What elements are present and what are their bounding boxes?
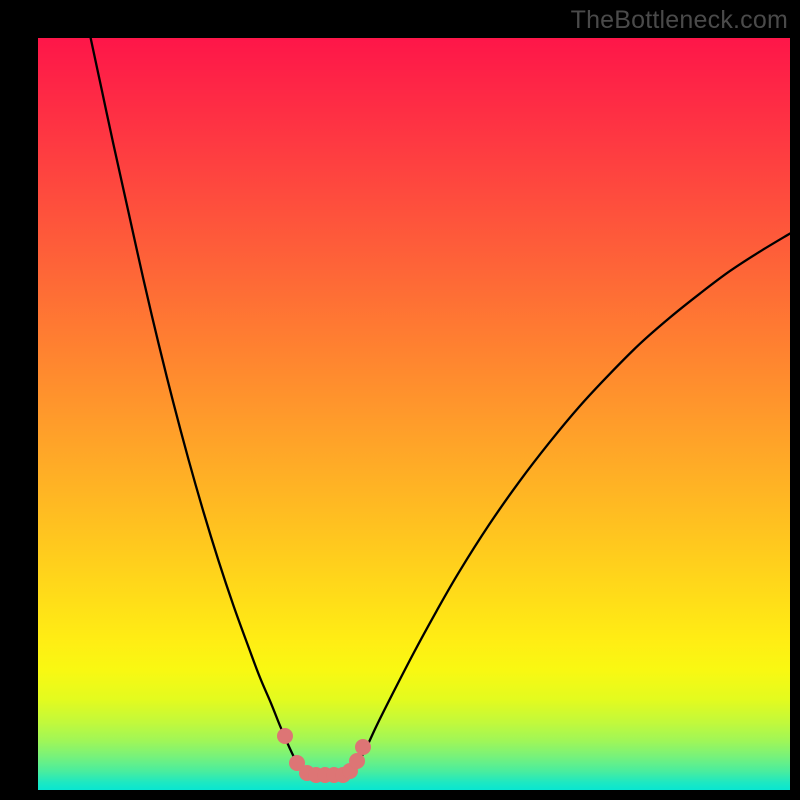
data-marker <box>277 728 293 744</box>
data-marker <box>355 739 371 755</box>
data-marker <box>349 753 365 769</box>
watermark-text: TheBottleneck.com <box>571 6 788 35</box>
marker-layer <box>38 38 790 790</box>
plot-area <box>38 38 790 790</box>
canvas-root: TheBottleneck.com <box>0 0 800 800</box>
